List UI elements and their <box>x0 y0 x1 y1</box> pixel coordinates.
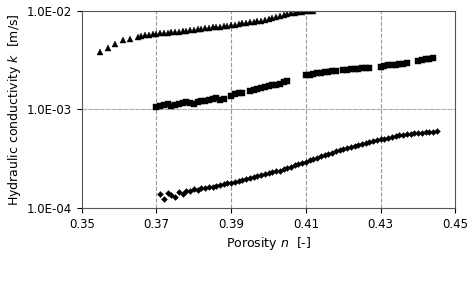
0.14 - 0.21 mm <box>161 197 167 200</box>
0.36 - 0.63 mm <box>154 105 159 109</box>
0.14 - 0.21 mm <box>408 132 413 136</box>
0.36 - 0.63 mm <box>258 86 264 90</box>
0.14 - 0.21 mm <box>183 189 189 192</box>
0.36 - 0.63 mm <box>430 56 436 60</box>
0.14 - 0.21 mm <box>370 140 376 143</box>
0.14 - 0.21 mm <box>382 137 387 140</box>
X-axis label: Porosity $n$  [-]: Porosity $n$ [-] <box>226 235 311 252</box>
0.84 - 1.06 mm <box>239 22 245 25</box>
Legend: 0.14 - 0.21 mm, 0.36 - 0.63 mm, 0.84 - 1.06 mm: 0.14 - 0.21 mm, 0.36 - 0.63 mm, 0.84 - 1… <box>84 285 453 289</box>
0.84 - 1.06 mm <box>310 9 316 13</box>
0.36 - 0.63 mm <box>307 73 312 76</box>
0.84 - 1.06 mm <box>288 12 294 15</box>
0.84 - 1.06 mm <box>232 23 238 26</box>
0.84 - 1.06 mm <box>98 50 103 54</box>
0.36 - 0.63 mm <box>329 70 335 73</box>
Line: 0.84 - 1.06 mm: 0.84 - 1.06 mm <box>98 8 316 55</box>
0.36 - 0.63 mm <box>277 82 283 85</box>
0.14 - 0.21 mm <box>389 135 395 139</box>
0.14 - 0.21 mm <box>434 129 439 133</box>
0.14 - 0.21 mm <box>378 138 383 141</box>
0.84 - 1.06 mm <box>228 23 234 27</box>
0.36 - 0.63 mm <box>183 101 189 104</box>
0.84 - 1.06 mm <box>169 31 174 34</box>
Y-axis label: Hydraulic conductivity $k$  [m/s]: Hydraulic conductivity $k$ [m/s] <box>6 13 23 206</box>
0.14 - 0.21 mm <box>157 192 163 196</box>
0.84 - 1.06 mm <box>266 17 272 21</box>
Line: 0.14 - 0.21 mm: 0.14 - 0.21 mm <box>158 129 439 201</box>
0.36 - 0.63 mm <box>326 70 331 73</box>
Line: 0.36 - 0.63 mm: 0.36 - 0.63 mm <box>154 55 436 110</box>
